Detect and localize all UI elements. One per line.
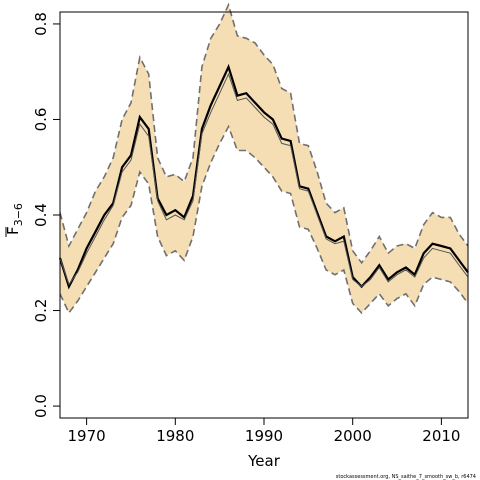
estimate-line xyxy=(58,63,469,290)
confidence-band xyxy=(60,4,468,313)
y-tick-label: 0.2 xyxy=(32,299,50,323)
y-axis-title-main: F xyxy=(4,226,22,235)
svg-text:F3−6: F3−6 xyxy=(4,203,25,235)
y-tick-label: 0.4 xyxy=(32,203,50,227)
y-axis-title-subscript: 3−6 xyxy=(12,203,25,226)
confidence-band-fill xyxy=(60,4,468,313)
x-tick-label: 1990 xyxy=(245,427,283,445)
x-tick-label: 2000 xyxy=(334,427,372,445)
x-tick-label: 2010 xyxy=(422,427,460,445)
series-lines xyxy=(58,2,469,315)
y-axis-title: F3−6 xyxy=(4,203,25,237)
y-tick-label: 0.0 xyxy=(32,394,50,418)
y-tick-label: 0.6 xyxy=(32,108,50,132)
x-tick-label: 1980 xyxy=(156,427,194,445)
x-tick-label: 1970 xyxy=(68,427,106,445)
y-axis: 0.0 0.2 0.4 0.6 0.8 xyxy=(32,12,60,418)
upper-bound-line xyxy=(59,2,469,265)
credit-text: stockassessment.org, NS_saithe_7_smooth_… xyxy=(336,474,476,480)
y-tick-label: 0.8 xyxy=(32,12,50,36)
smoothed-line xyxy=(59,72,469,288)
x-axis-title: Year xyxy=(247,452,281,470)
x-axis: 1970 1980 1990 2000 2010 xyxy=(68,418,460,445)
